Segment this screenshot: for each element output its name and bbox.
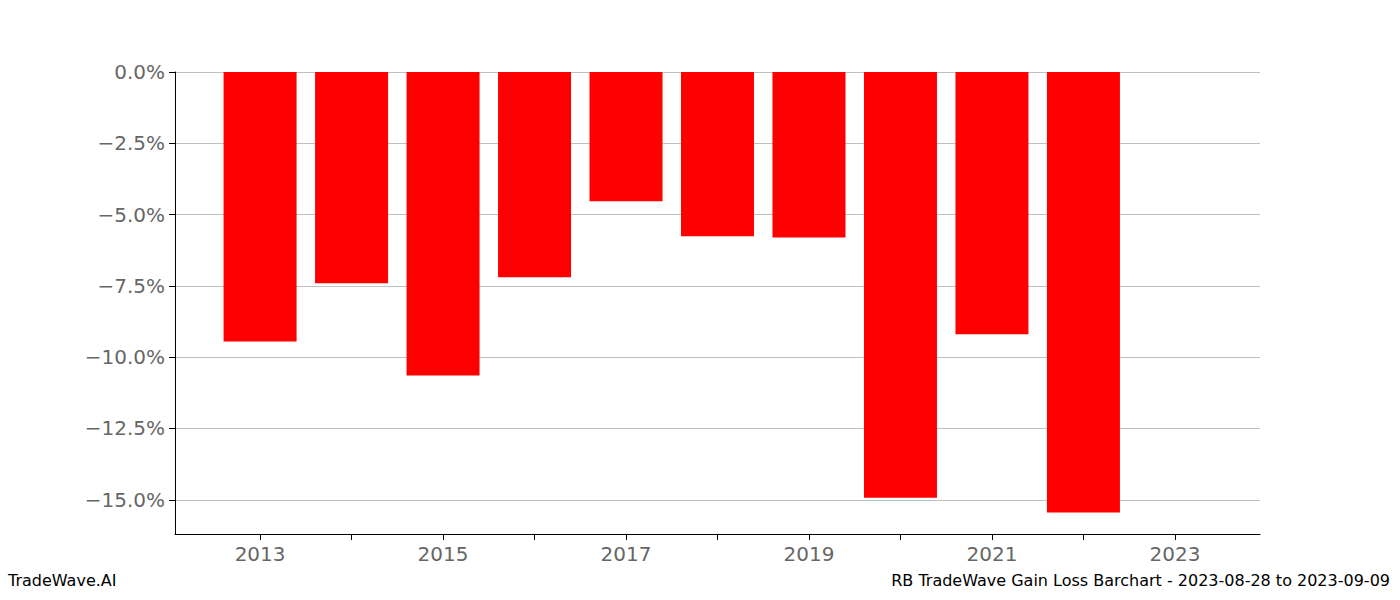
svg-text:TradeWave.AI: TradeWave.AI <box>7 571 116 590</box>
svg-text:RB TradeWave Gain Loss Barchar: RB TradeWave Gain Loss Barchart - 2023-0… <box>891 571 1390 590</box>
svg-text:−7.5%: −7.5% <box>97 274 165 298</box>
svg-text:−12.5%: −12.5% <box>85 416 165 440</box>
svg-text:2023: 2023 <box>1149 542 1200 566</box>
svg-text:−2.5%: −2.5% <box>97 131 165 155</box>
svg-text:−5.0%: −5.0% <box>97 203 165 227</box>
svg-text:2021: 2021 <box>966 542 1017 566</box>
svg-text:0.0%: 0.0% <box>114 60 165 84</box>
svg-text:−15.0%: −15.0% <box>85 488 165 512</box>
svg-text:2015: 2015 <box>418 542 469 566</box>
svg-text:2017: 2017 <box>601 542 652 566</box>
svg-text:2013: 2013 <box>235 542 286 566</box>
svg-text:2019: 2019 <box>784 542 835 566</box>
svg-text:−10.0%: −10.0% <box>85 345 165 369</box>
